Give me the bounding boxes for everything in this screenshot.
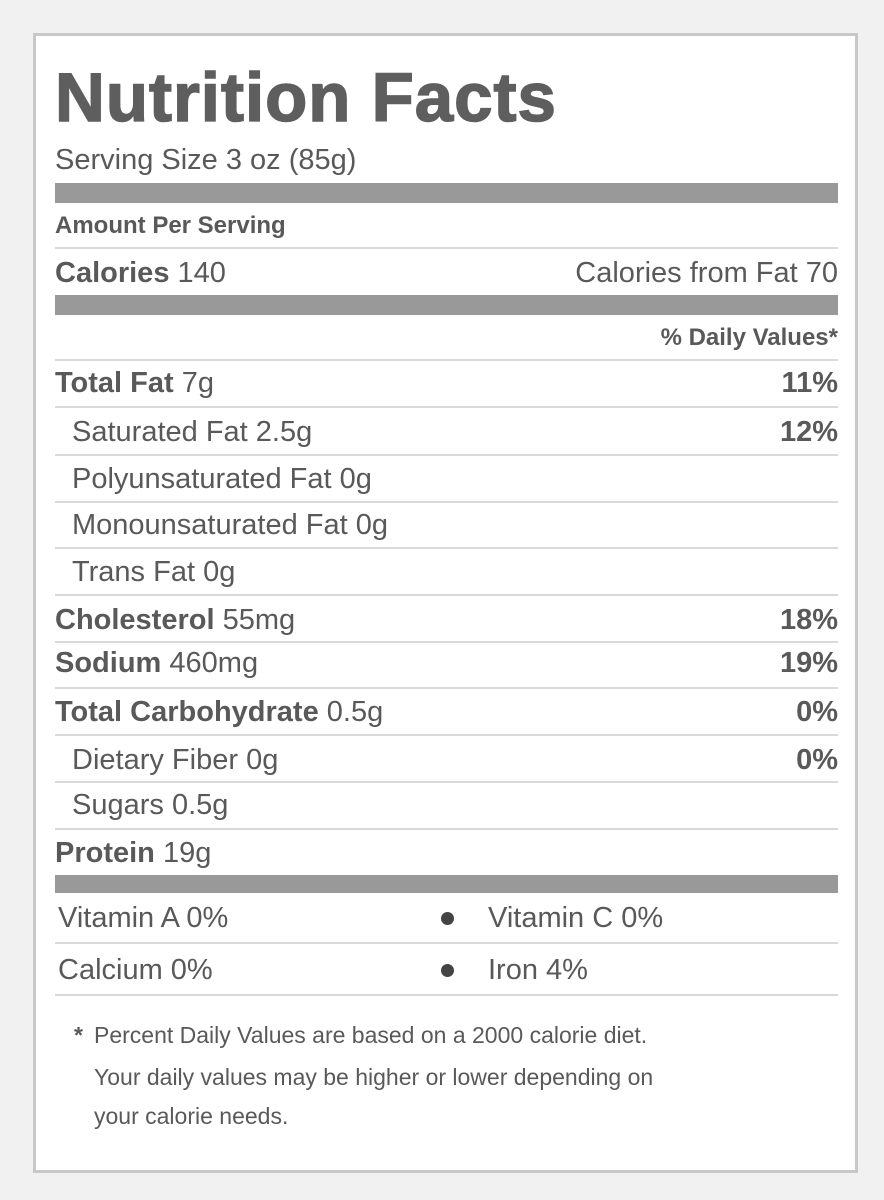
nutrient-amount: 0g bbox=[246, 744, 279, 776]
nutrient-row: Saturated Fat 2.5g 12% bbox=[55, 412, 838, 452]
calories-label: Calories bbox=[55, 257, 170, 289]
nutrient-dv: 0% bbox=[796, 744, 838, 776]
rule bbox=[55, 359, 838, 361]
vitamin: Vitamin A 0% bbox=[58, 902, 229, 934]
nutrient-amount: 0g bbox=[355, 509, 388, 541]
rule bbox=[55, 734, 838, 736]
label-box bbox=[33, 33, 858, 1173]
thick-rule bbox=[55, 295, 838, 315]
nutrient-name: Monounsaturated Fat bbox=[72, 509, 348, 541]
calories-from-fat: Calories from Fat 70 bbox=[575, 257, 838, 289]
footnote-line: Your daily values may be higher or lower… bbox=[94, 1064, 654, 1090]
footnote-line: Percent Daily Values are based on a 2000… bbox=[94, 1022, 648, 1048]
nutrient-row: Trans Fat 0g bbox=[55, 552, 838, 592]
bullet bbox=[441, 912, 454, 925]
serving-size: Serving Size 3 oz (85g) bbox=[55, 144, 357, 176]
nutrient-row: Dietary Fiber 0g 0% bbox=[55, 740, 838, 780]
rule bbox=[55, 247, 838, 249]
rule bbox=[55, 454, 838, 456]
daily-values-header: % Daily Values* bbox=[660, 324, 838, 351]
nutrient-name: Sugars bbox=[72, 789, 164, 821]
thick-rule bbox=[55, 875, 838, 893]
nutrient-amount: 7g bbox=[181, 367, 215, 399]
nutrient-name: Total Fat bbox=[55, 367, 174, 399]
nutrient-amount: 0g bbox=[203, 556, 236, 588]
nutrient-row: Polyunsaturated Fat 0g bbox=[55, 459, 838, 499]
nutrient-name: Sodium bbox=[55, 647, 162, 679]
nutrient-name: Protein bbox=[55, 837, 155, 869]
nutrient-name: Cholesterol bbox=[55, 604, 215, 636]
rule bbox=[55, 406, 838, 408]
rule bbox=[55, 501, 838, 503]
nutrient-name: Dietary Fiber bbox=[72, 744, 238, 776]
nutrient-row: Total Fat 7g 11% bbox=[55, 363, 838, 403]
rule bbox=[55, 828, 838, 830]
nutrient-name: Saturated Fat bbox=[72, 416, 248, 448]
title: Nutrition Facts bbox=[54, 59, 557, 136]
amount-per-serving: Amount Per Serving bbox=[55, 212, 286, 239]
nutrient-row: Protein 19g bbox=[55, 833, 838, 873]
bullet bbox=[441, 964, 454, 977]
vitamin: Vitamin C 0% bbox=[488, 902, 664, 934]
nutrient-dv: 12% bbox=[779, 416, 838, 448]
rule bbox=[55, 942, 838, 944]
thick-rule bbox=[55, 183, 838, 203]
rule bbox=[55, 547, 838, 549]
nutrient-row: Cholesterol 55mg 18% bbox=[55, 600, 838, 640]
vitamin: Calcium 0% bbox=[58, 954, 213, 986]
nutrient-dv: 19% bbox=[779, 647, 838, 679]
nutrient-dv: 11% bbox=[781, 367, 838, 399]
nutrient-dv: 0% bbox=[796, 696, 838, 728]
nutrient-name: Polyunsaturated Fat bbox=[72, 463, 332, 495]
nutrient-row: Monounsaturated Fat 0g bbox=[55, 505, 838, 545]
footnote-mark: * bbox=[74, 1022, 83, 1048]
rule bbox=[55, 781, 838, 783]
nutrient-amount: 55mg bbox=[222, 604, 296, 636]
nutrient-amount: 0.5g bbox=[171, 789, 229, 821]
calories-value: 140 bbox=[177, 257, 226, 289]
nutrient-amount: 2.5g bbox=[255, 416, 313, 448]
rule bbox=[55, 594, 838, 596]
nutrient-amount: 19g bbox=[162, 837, 212, 869]
rule bbox=[55, 994, 838, 996]
nutrient-amount: 0.5g bbox=[326, 696, 384, 728]
nutrient-name: Total Carbohydrate bbox=[55, 696, 319, 728]
vitamin: Iron 4% bbox=[488, 954, 588, 986]
nutrient-row: Sugars 0.5g bbox=[55, 785, 838, 825]
nutrient-amount: 460mg bbox=[169, 647, 259, 679]
footnote-line: your calorie needs. bbox=[94, 1103, 289, 1129]
nutrient-row: Sodium 460mg 19% bbox=[55, 643, 838, 683]
nutrient-name: Trans Fat bbox=[72, 556, 196, 588]
nutrient-amount: 0g bbox=[339, 463, 372, 495]
nutrient-dv: 18% bbox=[779, 604, 838, 636]
rule bbox=[55, 641, 838, 643]
rule bbox=[55, 687, 838, 689]
nutrient-row: Total Carbohydrate 0.5g 0% bbox=[55, 692, 838, 732]
calories-row: Calories 140 Calories from Fat 70 bbox=[55, 253, 838, 293]
